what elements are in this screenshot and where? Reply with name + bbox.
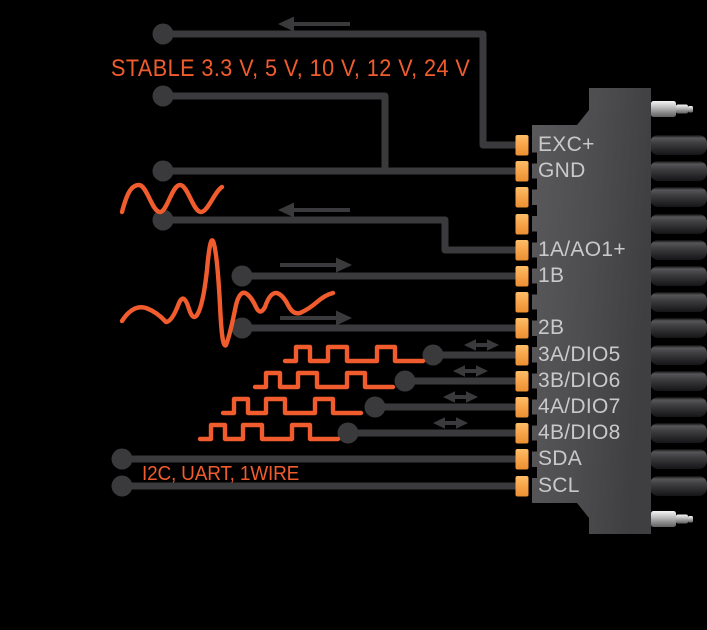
connector-pin: [515, 214, 529, 235]
terminal-port: [650, 397, 707, 417]
arrow-right-icon: [280, 257, 352, 273]
mounting-screw-bottom: [651, 511, 693, 527]
arrow-left-icon: [278, 202, 350, 218]
connector-pin: [515, 135, 529, 156]
wavelet-icon: [119, 238, 336, 348]
pin-label-dio7: 4A/DIO7: [538, 395, 621, 418]
connector-pin: [515, 423, 529, 444]
wire-end-dot: [422, 344, 444, 366]
connector-body: [531, 88, 651, 534]
arrow-bidirectional-icon: [443, 391, 478, 403]
terminal-port: [650, 476, 707, 496]
arrow-bidirectional-icon: [464, 339, 499, 351]
wire-end-dot: [152, 23, 174, 45]
pin-label-dio8: 4B/DIO8: [538, 421, 621, 444]
connector-pin: [515, 476, 529, 497]
terminal-port: [650, 161, 707, 181]
pin-label-exc: EXC+: [538, 133, 595, 156]
arrow-bidirectional-icon: [453, 365, 488, 377]
terminal-ports: [650, 135, 707, 496]
pin-label-2b: 2B: [538, 316, 565, 339]
terminal-port: [650, 318, 707, 338]
connector-pin: [515, 240, 529, 261]
sine-wave-icon: [119, 182, 225, 215]
terminal-port: [650, 135, 707, 155]
mounting-screw-top: [651, 101, 693, 117]
terminal-port: [650, 187, 707, 207]
pin-label-scl: SCL: [538, 474, 580, 497]
wire-end-dot: [231, 317, 253, 339]
stable-voltages-label: STABLE 3.3 V, 5 V, 10 V, 12 V, 24 V: [111, 55, 471, 82]
square-wave-icon: [220, 396, 364, 416]
connector: [515, 88, 707, 534]
connector-pin: [515, 292, 529, 313]
pin-label-gnd: GND: [538, 159, 586, 182]
wire-end-dot: [152, 209, 174, 231]
pin-label-dio6: 3B/DIO6: [538, 369, 621, 392]
wire-end-dot: [394, 370, 416, 392]
arrow-left-icon: [278, 16, 350, 32]
square-wave-icon: [197, 422, 341, 442]
terminal-port: [650, 214, 707, 234]
terminal-port: [650, 240, 707, 260]
wire-exc: [163, 30, 521, 149]
contact-pins: [515, 135, 529, 497]
connector-pin: [515, 371, 529, 392]
wire-end-dot: [152, 85, 174, 107]
connector-pin: [515, 187, 529, 208]
signal-waveforms: [119, 182, 426, 442]
wire-ao1: [163, 216, 521, 254]
sensor-wires: [111, 23, 521, 497]
protocols-label: I2C, UART, 1WIRE: [142, 463, 300, 485]
wire-end-dot: [364, 396, 386, 418]
terminal-port: [650, 371, 707, 391]
arrow-right-icon: [280, 310, 352, 326]
connector-pin: [515, 318, 529, 339]
pin-label-dio5: 3A/DIO5: [538, 343, 621, 366]
wire-end-dot: [152, 160, 174, 182]
terminal-port: [650, 449, 707, 469]
pin-label-ao1: 1A/AO1+: [538, 238, 626, 261]
connector-pin: [515, 397, 529, 418]
connector-pin: [515, 266, 529, 287]
pin-label-sda: SDA: [538, 447, 583, 470]
wire-end-dot: [111, 475, 133, 497]
wire-end-dot: [231, 265, 253, 287]
wire-end-dot: [111, 448, 133, 470]
connector-pin: [515, 449, 529, 470]
pin-slots: [528, 125, 537, 503]
pin-label-1b: 1B: [538, 264, 565, 287]
signal-direction-arrows: [278, 16, 499, 429]
square-wave-icon: [252, 370, 396, 390]
arrow-bidirectional-icon: [433, 417, 468, 429]
terminal-port: [650, 266, 707, 286]
wire-gnd-branch: [163, 92, 389, 171]
terminal-port: [650, 423, 707, 443]
terminal-port: [650, 292, 707, 312]
square-wave-icon: [282, 344, 426, 364]
terminal-port: [650, 345, 707, 365]
connector-pin: [515, 345, 529, 366]
wire-end-dot: [337, 422, 359, 444]
connector-pin: [515, 161, 529, 182]
